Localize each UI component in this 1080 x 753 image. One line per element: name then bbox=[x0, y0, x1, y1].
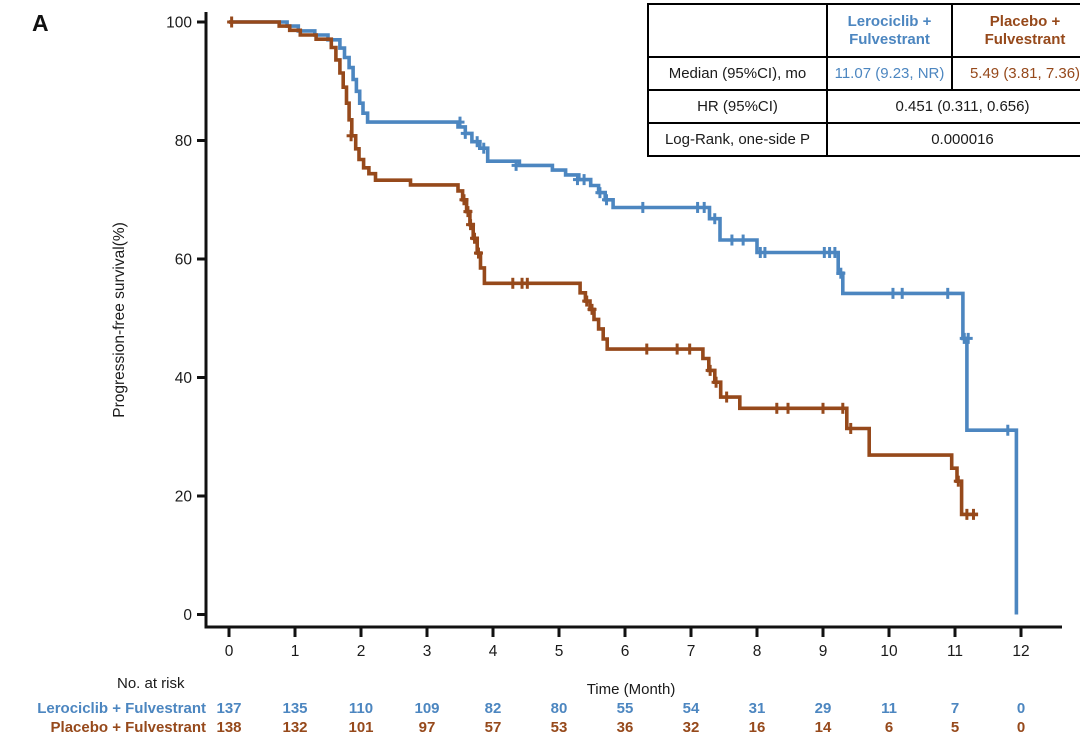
risk-count: 135 bbox=[282, 700, 308, 717]
risk-count: 54 bbox=[682, 700, 700, 717]
risk-count: 29 bbox=[814, 700, 832, 717]
panel-label: A bbox=[32, 10, 49, 36]
risk-count: 32 bbox=[682, 719, 700, 736]
median-lerociclib-value: 11.07 (9.23, NR) bbox=[826, 56, 953, 91]
y-tick-label: 60 bbox=[175, 252, 193, 269]
x-tick-label: 7 bbox=[687, 643, 696, 660]
risk-count: 16 bbox=[748, 719, 766, 736]
risk-table-title: No. at risk bbox=[117, 675, 185, 692]
risk-count: 53 bbox=[550, 719, 568, 736]
y-tick-label: 80 bbox=[175, 133, 193, 150]
risk-count: 31 bbox=[748, 700, 766, 717]
x-tick-label: 0 bbox=[225, 643, 234, 660]
x-tick-label: 6 bbox=[621, 643, 630, 660]
x-tick-label: 2 bbox=[357, 643, 366, 660]
median-placebo-value: 5.49 (3.81, 7.36) bbox=[951, 56, 1080, 91]
x-axis-title: Time (Month) bbox=[586, 681, 676, 698]
y-axis-title: Progression-free survival(%) bbox=[111, 222, 128, 418]
stats-header-row: Lerociclib + Fulvestrant Placebo + Fulve… bbox=[647, 3, 1080, 58]
stats-header-placebo: Placebo + Fulvestrant bbox=[951, 3, 1080, 58]
stats-median-row: Median (95%CI), mo 11.07 (9.23, NR) 5.49… bbox=[647, 56, 1080, 91]
x-tick-label: 4 bbox=[489, 643, 498, 660]
risk-count: 11 bbox=[881, 700, 897, 717]
risk-count: 14 bbox=[814, 719, 832, 736]
x-tick-label: 10 bbox=[880, 643, 898, 660]
risk-count: 57 bbox=[484, 719, 502, 736]
risk-count: 137 bbox=[216, 700, 242, 717]
risk-count: 5 bbox=[950, 719, 960, 736]
risk-count: 109 bbox=[414, 700, 440, 717]
stats-hr-row: HR (95%CI) 0.451 (0.311, 0.656) bbox=[647, 89, 1080, 124]
stats-header-lerociclib: Lerociclib + Fulvestrant bbox=[826, 3, 953, 58]
risk-row-label-lerociclib: Lerociclib + Fulvestrant bbox=[37, 700, 206, 717]
risk-count: 132 bbox=[282, 719, 308, 736]
stats-header-blank bbox=[647, 3, 828, 58]
risk-count: 101 bbox=[348, 719, 374, 736]
risk-count: 0 bbox=[1016, 719, 1026, 736]
risk-count: 6 bbox=[884, 719, 894, 736]
risk-count: 138 bbox=[216, 719, 242, 736]
risk-count: 97 bbox=[418, 719, 436, 736]
risk-count: 55 bbox=[616, 700, 634, 717]
y-tick-label: 40 bbox=[175, 370, 193, 387]
x-tick-label: 1 bbox=[291, 643, 300, 660]
median-label: Median (95%CI), mo bbox=[647, 56, 828, 91]
risk-count: 80 bbox=[550, 700, 568, 717]
risk-row-label-placebo: Placebo + Fulvestrant bbox=[50, 719, 206, 736]
risk-count: 0 bbox=[1016, 700, 1026, 717]
stats-table: Lerociclib + Fulvestrant Placebo + Fulve… bbox=[647, 3, 1080, 157]
logrank-value: 0.000016 bbox=[826, 122, 1080, 157]
x-tick-label: 3 bbox=[423, 643, 432, 660]
risk-count: 110 bbox=[348, 700, 374, 717]
risk-count: 82 bbox=[484, 700, 502, 717]
y-tick-label: 100 bbox=[166, 15, 192, 32]
y-tick-label: 20 bbox=[175, 489, 193, 506]
risk-count: 7 bbox=[950, 700, 960, 717]
risk-count: 36 bbox=[616, 719, 634, 736]
x-tick-label: 11 bbox=[947, 643, 963, 660]
x-tick-label: 9 bbox=[819, 643, 828, 660]
x-tick-label: 8 bbox=[753, 643, 762, 660]
logrank-label: Log-Rank, one-side P bbox=[647, 122, 828, 157]
x-tick-label: 12 bbox=[1012, 643, 1029, 660]
x-tick-label: 5 bbox=[555, 643, 564, 660]
hr-value: 0.451 (0.311, 0.656) bbox=[826, 89, 1080, 124]
y-tick-label: 0 bbox=[183, 607, 192, 624]
stats-logrank-row: Log-Rank, one-side P 0.000016 bbox=[647, 122, 1080, 157]
hr-label: HR (95%CI) bbox=[647, 89, 828, 124]
